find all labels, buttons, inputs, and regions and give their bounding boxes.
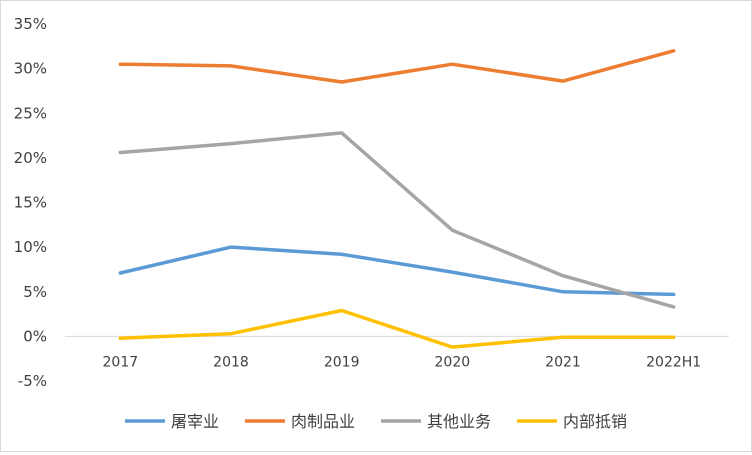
series-line <box>118 131 676 309</box>
series-line <box>118 308 676 349</box>
y-tick-label: 5% <box>23 283 47 301</box>
y-tick-label: 25% <box>14 104 47 122</box>
x-tick-label: 2017 <box>103 354 139 370</box>
x-tick-label: 2018 <box>213 354 249 370</box>
y-tick-label: -5% <box>18 372 47 390</box>
legend-item: 肉制品业 <box>245 412 355 431</box>
x-tick-label: 2021 <box>545 354 581 370</box>
y-tick-label: 15% <box>14 194 47 212</box>
y-axis-ticks: -5% 0% 5% 10% 15% 20% 25% 30% 35% <box>14 15 47 390</box>
y-tick-label: 30% <box>14 60 47 78</box>
legend-label: 其他业务 <box>427 412 491 431</box>
legend-item: 其他业务 <box>381 412 491 431</box>
legend-label: 内部抵销 <box>563 412 627 431</box>
x-tick-label: 2019 <box>324 354 360 370</box>
series-line <box>118 49 676 84</box>
x-axis-ticks: 2017 2018 2019 2020 2021 2022H1 <box>103 354 702 370</box>
series-line <box>118 245 676 297</box>
legend-label: 肉制品业 <box>291 412 355 431</box>
legend-label: 屠宰业 <box>171 412 219 431</box>
series-lines <box>118 49 676 349</box>
y-tick-label: 0% <box>23 327 47 345</box>
x-tick-label: 2022H1 <box>646 354 701 370</box>
y-tick-label: 10% <box>14 238 47 256</box>
x-tick-label: 2020 <box>435 354 471 370</box>
y-tick-label: 35% <box>14 15 47 33</box>
legend: 屠宰业 肉制品业 其他业务 内部抵销 <box>125 412 627 431</box>
y-tick-label: 20% <box>14 149 47 167</box>
legend-item: 屠宰业 <box>125 412 219 431</box>
legend-item: 内部抵销 <box>517 412 627 431</box>
